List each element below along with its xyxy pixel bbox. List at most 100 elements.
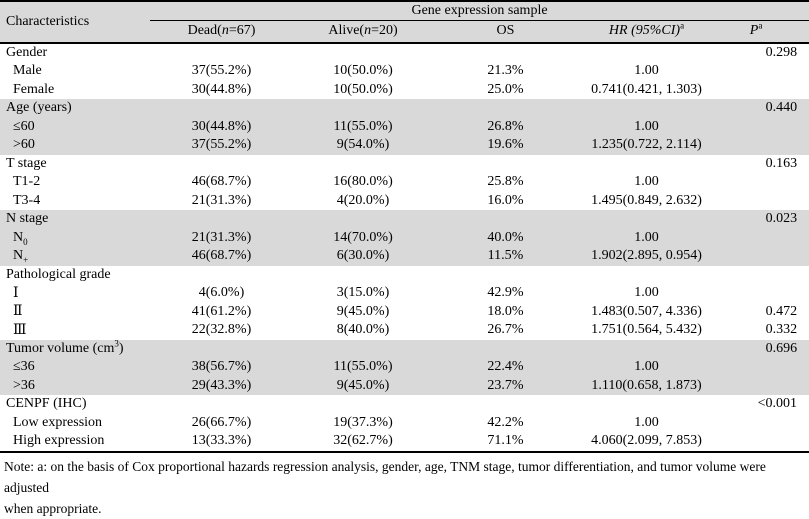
data-row: >60 37(55.2%) 9(54.0%) 19.6% 1.235(0.722, 2.… xyxy=(0,136,809,155)
cell-p-value xyxy=(715,173,809,192)
cell-alive: 8(40.0%) xyxy=(336,322,390,338)
cell-alive: 16(80.0%) xyxy=(333,174,393,190)
cell-os: 25.8% xyxy=(487,174,524,190)
group-header-row: Gender 0.298 xyxy=(0,43,809,63)
cell-os xyxy=(433,339,578,358)
cell-p-value xyxy=(715,81,809,100)
footnote-line-1: Note: a: on the basis of Cox proportiona… xyxy=(4,458,766,495)
cell-p-value: 0.472 xyxy=(765,303,798,319)
cell-dead: 22(32.8%) xyxy=(191,322,252,338)
cell-dead: 21(31.3%) xyxy=(150,228,293,247)
cell-alive: 9(54.0%) xyxy=(293,136,433,155)
cell-alive: 10(50.0%) xyxy=(333,63,393,79)
data-row: Low expression 26(66.7%) 19(37.3%) 42.2% 1.0… xyxy=(0,414,809,433)
table-header: Characteristics Gene expression sample D… xyxy=(0,1,809,44)
cell-hr: 0.741(0.421, 1.303) xyxy=(591,81,702,97)
cell-p-value: 0.696 xyxy=(715,339,809,358)
cell-hr: 1.00 xyxy=(634,414,659,430)
cell-os: 71.1% xyxy=(487,433,524,449)
cell-hr: 1.00 xyxy=(634,285,659,301)
cell-hr: 1.751(0.564, 5.432) xyxy=(591,322,702,338)
cell-hr: 1.495(0.849, 2.632) xyxy=(591,192,702,208)
row-label: >60 xyxy=(0,136,150,155)
row-label: ≤36 xyxy=(0,358,150,377)
group-header-row: CENPF (IHC) <0.001 xyxy=(0,395,809,414)
header-row-group: Characteristics Gene expression sample xyxy=(0,1,809,44)
cell-alive xyxy=(293,155,433,174)
cell-p-value: 0.163 xyxy=(765,155,798,171)
cell-alive: 3(15.0%) xyxy=(336,285,390,301)
data-row: Ⅰ 4(6.0%) 3(15.0%) 42.9% 1.00 xyxy=(0,284,809,303)
cell-dead xyxy=(150,266,293,285)
data-row: ≤60 30(44.8%) 11(55.0%) 26.8% 1.00 xyxy=(0,117,809,136)
col-header-characteristics: Characteristics xyxy=(0,1,150,44)
cell-alive xyxy=(293,339,433,358)
row-label: Ⅲ xyxy=(13,322,27,338)
cell-p-value: 0.298 xyxy=(765,44,798,60)
cell-hr: 1.00 xyxy=(578,228,715,247)
cell-dead xyxy=(150,99,293,118)
group-label: T stage xyxy=(6,155,47,171)
cell-p-value xyxy=(715,432,809,452)
cell-os: 16.0% xyxy=(487,192,524,208)
cell-hr xyxy=(578,99,715,118)
cell-hr: 1.00 xyxy=(578,358,715,377)
cell-dead: 26(66.7%) xyxy=(191,414,252,430)
group-label: Age (years) xyxy=(0,99,150,118)
cell-p-value: 0.440 xyxy=(715,99,809,118)
cell-dead xyxy=(150,339,293,358)
header-row-columns: Dead(n=67) Alive(n=20) OS HR (95%CI)a Pa xyxy=(0,20,809,44)
col-header-gene-expression-sample: Gene expression sample xyxy=(150,1,809,21)
footnote-line-2: when appropriate. xyxy=(4,500,102,516)
col-header-dead: Dead(n=67) xyxy=(150,20,293,44)
col-header-p: Pa xyxy=(715,20,809,44)
cell-os: 11.5% xyxy=(433,247,578,266)
cell-alive: 19(37.3%) xyxy=(333,414,393,430)
cell-dead: 30(44.8%) xyxy=(191,81,252,97)
row-label: Ⅱ xyxy=(13,304,23,320)
cell-dead xyxy=(150,43,293,63)
cell-p-value: 0.332 xyxy=(765,322,798,338)
cell-alive xyxy=(293,210,433,229)
data-row: N0 21(31.3%) 14(70.0%) 40.0% 1.00 xyxy=(0,228,809,247)
cell-os: 19.6% xyxy=(433,136,578,155)
data-row: Female 30(44.8%) 10(50.0%) 25.0% 0.741(0.421… xyxy=(0,81,809,100)
cell-p-value xyxy=(715,62,809,81)
row-label: Low expression xyxy=(13,414,103,430)
cell-os: 26.8% xyxy=(433,117,578,136)
cell-alive: 9(45.0%) xyxy=(293,376,433,395)
cell-os xyxy=(433,155,578,174)
cell-dead: 30(44.8%) xyxy=(150,117,293,136)
row-label: N0 xyxy=(0,228,150,247)
cell-hr: 1.00 xyxy=(578,117,715,136)
cell-hr xyxy=(578,155,715,174)
cell-p-value: <0.001 xyxy=(757,396,798,412)
table-body: Gender 0.298 Male 37(55.2%) 10(50.0%) 21.3% 1.… xyxy=(0,43,809,452)
group-header-row: Tumor volume (cm3) 0.696 xyxy=(0,339,809,358)
cell-p-value xyxy=(715,414,809,433)
group-label: Tumor volume (cm3) xyxy=(0,339,150,358)
cell-hr xyxy=(578,395,715,414)
cell-os: 22.4% xyxy=(433,358,578,377)
row-label: High expression xyxy=(13,433,105,449)
cell-p-value xyxy=(715,117,809,136)
cell-dead: 41(61.2%) xyxy=(191,303,252,319)
cell-dead: 46(68.7%) xyxy=(191,174,252,190)
cell-hr xyxy=(578,339,715,358)
cell-p-value xyxy=(715,136,809,155)
cell-alive xyxy=(293,266,433,285)
row-label: Ⅰ xyxy=(13,285,19,301)
cell-os: 42.2% xyxy=(487,414,524,430)
cell-os xyxy=(433,43,578,63)
cell-dead: 13(33.3%) xyxy=(191,433,252,449)
row-label: T1-2 xyxy=(13,174,41,190)
cell-os: 21.3% xyxy=(487,63,524,79)
cell-dead: 46(68.7%) xyxy=(150,247,293,266)
cell-hr: 1.00 xyxy=(634,174,659,190)
cell-alive: 9(45.0%) xyxy=(336,303,390,319)
data-row: Ⅱ 41(61.2%) 9(45.0%) 18.0% 1.483(0.507, 4.33… xyxy=(0,303,809,322)
cell-dead: 38(56.7%) xyxy=(150,358,293,377)
row-label: ≤60 xyxy=(0,117,150,136)
cell-alive: 10(50.0%) xyxy=(333,81,393,97)
cell-p-value xyxy=(715,376,809,395)
